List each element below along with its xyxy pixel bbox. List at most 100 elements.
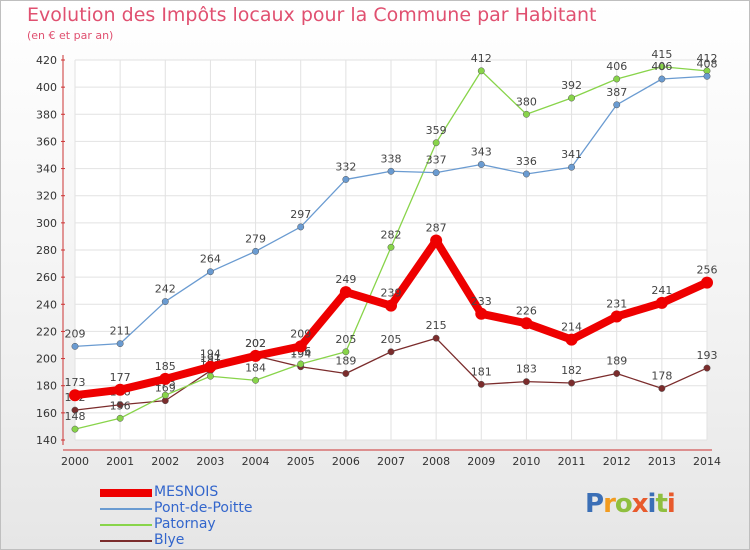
data-point-pont-de-poitte [116,340,124,348]
y-tick-label: 220 [36,325,57,338]
data-point-mesnois [520,317,533,330]
legend-item: Blye [100,532,320,549]
data-point-blye [477,380,485,388]
chart-title: Evolution des Impôts locaux pour la Comm… [27,4,597,26]
chart-legend: MESNOIS Pont-de-Poitte Patornay Blye [100,484,320,549]
data-label-blye: 189 [335,355,356,368]
data-label-patornay: 392 [561,79,582,92]
data-point-blye [613,370,621,377]
data-label-mesnois: 256 [697,264,718,277]
data-label-pont-de-poitte: 343 [471,146,492,159]
logo-letter: t [655,489,667,519]
data-point-mesnois [114,383,127,396]
data-point-pont-de-poitte [71,342,79,350]
data-label-mesnois: 177 [110,371,131,384]
data-label-pont-de-poitte: 209 [65,327,86,340]
data-label-patornay: 406 [606,60,627,73]
data-label-pont-de-poitte: 332 [335,160,356,173]
y-tick-label: 360 [36,135,57,148]
data-label-mesnois: 185 [155,360,176,373]
y-tick-label: 400 [36,81,57,94]
data-label-patornay: 412 [471,52,492,65]
data-point-mesnois [294,340,307,353]
data-point-patornay [252,376,260,384]
logo-letter: o [614,489,633,519]
legend-label: MESNOIS [154,484,219,500]
data-label-blye: 205 [381,333,402,346]
data-point-pont-de-poitte [522,170,530,178]
data-point-blye [387,348,395,356]
data-point-patornay [342,348,350,356]
data-point-patornay [161,391,169,399]
data-label-blye: 193 [697,349,718,362]
y-tick-label: 280 [36,244,57,257]
y-tick-label: 140 [36,434,57,447]
data-point-mesnois [69,389,81,402]
data-label-pont-de-poitte: 408 [697,57,718,70]
data-label-mesnois: 173 [65,376,86,389]
data-label-pont-de-poitte: 406 [651,60,672,73]
data-label-patornay: 184 [245,361,266,374]
data-label-patornay: 205 [335,333,356,346]
data-label-blye: 189 [606,355,627,368]
y-tick-label: 240 [36,298,57,311]
x-tick-label: 2001 [106,455,134,468]
x-tick-label: 2014 [693,455,721,468]
data-label-pont-de-poitte: 337 [426,154,447,167]
data-label-mesnois: 194 [200,348,221,361]
data-label-pont-de-poitte: 264 [200,253,221,266]
data-label-blye: 202 [245,337,266,350]
data-point-mesnois [385,299,397,312]
data-point-patornay [206,372,214,380]
legend-label: Blye [154,532,185,548]
x-tick-label: 2007 [377,455,405,468]
data-point-mesnois [430,234,443,247]
data-point-pont-de-poitte [568,163,576,171]
data-point-mesnois [655,296,668,309]
data-label-patornay: 415 [651,48,672,61]
data-label-mesnois: 209 [290,327,311,340]
proxiti-logo: Proxiti [585,489,676,519]
data-label-pont-de-poitte: 297 [290,208,311,221]
data-label-patornay: 282 [381,228,402,241]
data-point-mesnois [339,286,352,299]
data-point-pont-de-poitte [432,169,440,177]
data-point-blye [703,364,711,372]
data-point-patornay [568,94,576,102]
data-label-blye: 183 [516,363,537,376]
data-label-patornay: 380 [516,95,537,108]
data-label-blye: 178 [651,369,672,382]
data-label-mesnois: 241 [651,284,672,297]
x-tick-label: 2013 [648,455,676,468]
x-tick-label: 2002 [151,455,179,468]
data-label-mesnois: 249 [335,273,356,286]
data-point-pont-de-poitte [252,247,260,255]
data-point-blye [568,379,576,387]
data-point-pont-de-poitte [387,167,395,175]
x-tick-label: 2004 [242,455,270,468]
data-point-pont-de-poitte [297,223,305,231]
data-point-blye [116,401,124,409]
legend-label: Patornay [154,516,216,532]
data-label-mesnois: 231 [606,298,627,311]
data-label-patornay: 359 [426,124,447,137]
data-label-pont-de-poitte: 279 [245,232,266,245]
data-point-pont-de-poitte [342,175,350,183]
data-point-patornay [477,67,485,75]
legend-swatch [100,524,152,526]
legend-swatch [100,489,152,497]
data-point-pont-de-poitte [477,161,485,168]
y-tick-label: 420 [36,54,57,67]
data-label-pont-de-poitte: 338 [381,152,402,165]
data-point-mesnois [475,307,488,320]
data-point-patornay [387,243,395,251]
data-label-mesnois: 239 [381,287,402,300]
logo-letter: P [585,489,604,519]
data-label-mesnois: 233 [471,295,492,308]
data-label-patornay: 412 [697,52,718,65]
legend-item: MESNOIS [100,484,320,501]
data-label-pont-de-poitte: 336 [516,155,537,168]
legend-swatch [100,540,152,542]
data-point-mesnois [249,349,262,362]
